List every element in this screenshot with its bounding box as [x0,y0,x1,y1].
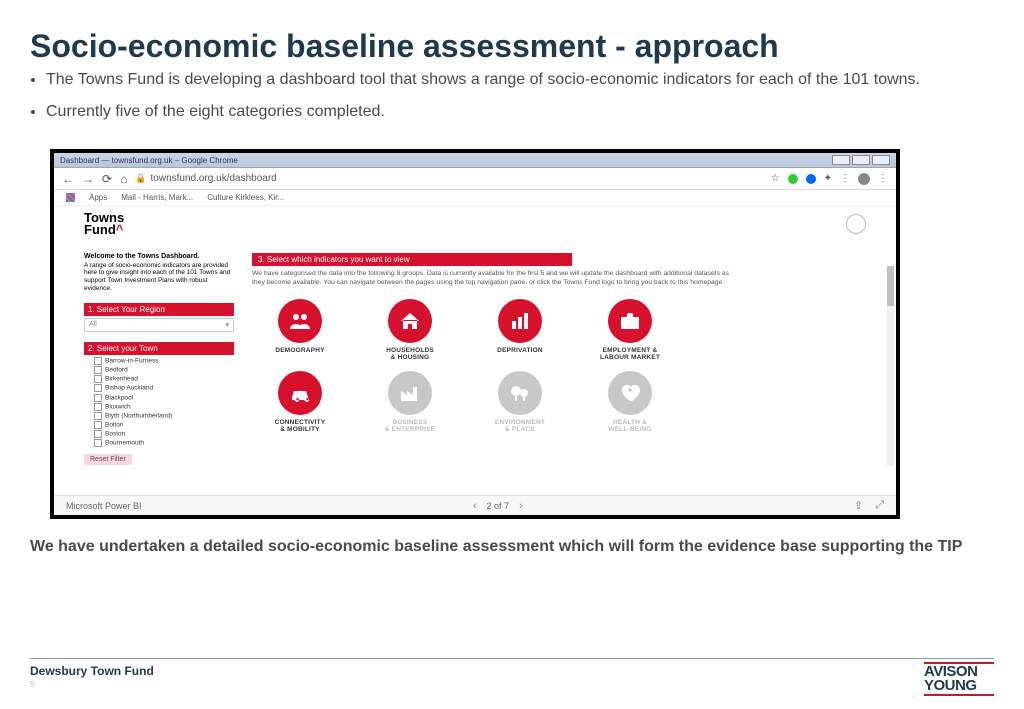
cat-households[interactable]: HOUSEHOLDS & HOUSING [362,299,458,361]
kebab-icon[interactable]: ⋮ [878,173,888,184]
town-item[interactable]: Blackpool [94,394,234,403]
bullet-item: Currently five of the eight categories c… [46,103,994,121]
cat-health[interactable]: HEALTH & WELL-BEING [582,371,678,433]
avatar-icon[interactable] [858,173,870,185]
prev-page-icon[interactable]: ‹ [473,500,477,512]
ext-icon[interactable] [788,174,798,184]
browser-toolbar: ← → ⟳ ⌂ 🔒 townsfund.org.uk/dashboard ☆ ✦… [54,168,896,190]
browser-tab-title: Dashboard — townsfund.org.uk – Google Ch… [60,156,238,165]
bookmarks-bar: Apps Mail - Harris, Mark... Culture Kirk… [54,190,896,206]
browser-titlebar: Dashboard — townsfund.org.uk – Google Ch… [54,153,896,168]
dashboard-page: Towns Fund^ Welcome to the Towns Dashboa… [54,206,896,495]
page-number: 5 [30,680,154,689]
conclusion-statement: We have undertaken a detailed socio-econ… [30,537,994,558]
home-icon[interactable]: ⌂ [120,172,127,186]
welcome-heading: Welcome to the Towns Dashboard. [84,253,234,260]
cat-environment[interactable]: ENVIRONMENT & PLACE [472,371,568,433]
powerbi-brand: Microsoft Power BI [66,501,142,511]
url-text: townsfund.org.uk/dashboard [151,173,277,184]
address-bar[interactable]: 🔒 townsfund.org.uk/dashboard [135,173,276,184]
town-item[interactable]: Blyth (Northumberland) [94,412,234,421]
cat-demography[interactable]: DEMOGRAPHY [252,299,348,361]
puzzle-icon[interactable]: ✦ [824,173,832,184]
towns-fund-logo[interactable]: Towns Fund^ [84,212,124,237]
house-icon [398,309,422,333]
cat-business[interactable]: BUSINESS & ENTERPRISE [362,371,458,433]
cat-deprivation[interactable]: DEPRIVATION [472,299,568,361]
window-buttons[interactable] [832,155,890,165]
bookmark-apps[interactable]: Apps [89,193,107,202]
embedded-screenshot: Dashboard — townsfund.org.uk – Google Ch… [50,149,900,519]
main-panel: 3. Select which indicators you want to v… [252,253,866,466]
people-icon [288,309,312,333]
scrollbar[interactable] [887,266,894,466]
town-item[interactable]: Bolton [94,421,234,430]
step3-desc: We have categorised the data into the fo… [252,270,732,288]
town-item[interactable]: Boston [94,430,234,439]
cat-employment[interactable]: EMPLOYMENT & LABOUR MARKET [582,299,678,361]
town-item[interactable]: Bedford [94,366,234,375]
next-page-icon[interactable]: › [519,500,523,512]
bullet-list: The Towns Fund is developing a dashboard… [30,71,994,121]
star-icon[interactable]: ☆ [771,173,780,184]
cat-connectivity[interactable]: CONNECTIVITY & MOBILITY [252,371,348,433]
chevron-down-icon: ▾ [225,321,229,329]
apps-icon[interactable] [66,193,75,202]
chart-icon [508,309,532,333]
ext-icon[interactable] [806,174,816,184]
bookmark-mail[interactable]: Mail - Harris, Mark... [121,193,193,202]
reload-icon[interactable]: ⟳ [102,172,112,186]
briefcase-icon [618,309,642,333]
pager-label: 2 of 7 [486,501,509,511]
town-list[interactable]: Barrow-in-Furness Bedford Birkenhead Bis… [84,357,234,449]
share-icon[interactable]: ⇪ [854,499,863,512]
step3-header: 3. Select which indicators you want to v… [252,253,572,266]
tree-icon [508,381,532,405]
welcome-text: A range of socio-economic indicators are… [84,262,234,293]
footer: Dewsbury Town Fund 5 [30,664,154,689]
pager: ‹ 2 of 7 › [473,500,523,512]
reset-filter-button[interactable]: Reset Filter [84,454,132,465]
lock-icon: 🔒 [135,173,146,184]
avison-young-logo: AVISON YOUNG [924,661,994,698]
heart-icon [618,381,642,405]
town-item[interactable]: Barrow-in-Furness [94,357,234,366]
browser-extensions: ☆ ✦ ⋮ ⋮ [771,173,888,185]
bullet-item: The Towns Fund is developing a dashboard… [46,71,994,89]
bookmark-culture[interactable]: Culture Kirklees, Kir... [207,193,284,202]
help-icon[interactable] [846,214,866,234]
factory-icon [398,381,422,405]
forward-icon[interactable]: → [82,172,94,186]
step2-header: 2. Select your Town [84,342,234,355]
car-icon [288,381,312,405]
back-icon[interactable]: ← [62,172,74,186]
town-item[interactable]: Birkenhead [94,375,234,384]
footer-divider [30,658,994,659]
menu-icon[interactable]: ⋮ [840,173,850,184]
fullscreen-icon[interactable]: ⤢ [875,499,884,512]
region-dropdown[interactable]: All▾ [84,318,234,332]
town-item[interactable]: Bournemouth [94,439,234,448]
powerbi-footer: Microsoft Power BI ‹ 2 of 7 › ⇪ ⤢ [54,495,896,515]
town-item[interactable]: Bishop Auckland [94,384,234,393]
town-item[interactable]: Bloxwich [94,403,234,412]
slide-title: Socio-economic baseline assessment - app… [30,28,994,65]
step1-header: 1. Select Your Region [84,303,234,316]
category-grid: DEMOGRAPHY HOUSEHOLDS & HOUSING DEPRIVAT… [252,299,866,433]
footer-project: Dewsbury Town Fund [30,664,154,678]
sidebar: Welcome to the Towns Dashboard. A range … [84,253,234,466]
